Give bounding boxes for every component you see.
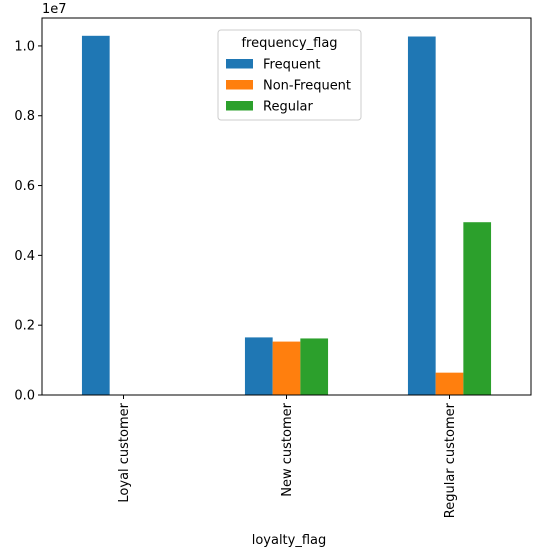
bar-frequent-0 [81,35,110,396]
x-tick-label: Loyal customer [117,402,132,502]
bar-frequent-1 [244,337,273,395]
y-offset-label: 1e7 [42,2,67,17]
bar-frequent-2 [407,36,436,395]
y-tick-label: 0.0 [14,389,35,404]
y-tick-label: 0.4 [14,249,35,264]
x-tick-label: Regular customer [443,402,458,518]
bar-regular-1 [300,338,329,395]
y-tick-label: 0.8 [14,109,35,124]
y-axis: 0.0 0.2 0.4 0.6 0.8 1.0 [14,39,42,404]
x-axis: Loyal customer New customer Regular custom… [117,395,458,518]
bar-non-frequent-2 [435,372,464,395]
y-tick-label: 0.6 [14,179,35,194]
bar-non-frequent-1 [272,341,301,395]
legend-box [217,29,362,121]
y-tick-label: 1.0 [14,39,35,54]
legend-label-frequent: Frequent [263,58,320,73]
x-tick-label: New customer [280,402,295,496]
bars-group [81,35,492,396]
legend-swatch-frequent [226,59,253,69]
legend-title: frequency_flag [241,36,337,51]
legend-swatch-regular [226,101,253,111]
legend-label-non-frequent: Non-Frequent [263,79,351,94]
bar-regular-2 [463,222,492,395]
legend: frequency_flag Frequent Non-Frequent Regula… [217,29,362,121]
y-tick-label: 0.2 [14,319,35,334]
legend-label-regular: Regular [263,100,314,115]
x-axis-label: loyalty_flag [252,533,327,548]
legend-swatch-non-frequent [226,80,253,90]
